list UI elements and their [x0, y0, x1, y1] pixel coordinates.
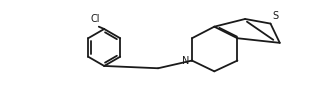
Text: Cl: Cl	[91, 14, 100, 24]
Text: N: N	[182, 56, 190, 66]
Text: S: S	[273, 11, 279, 21]
